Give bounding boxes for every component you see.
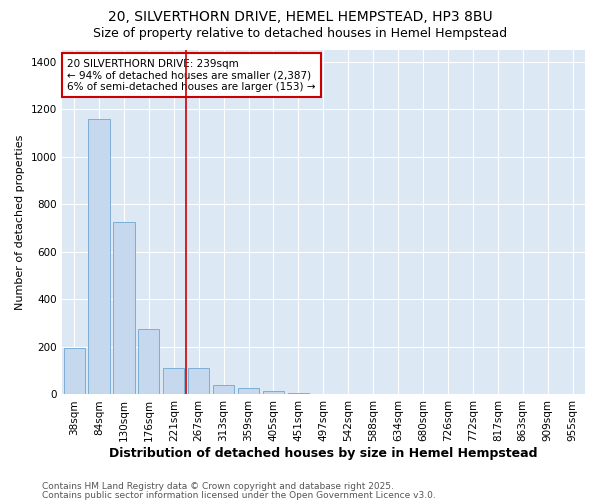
- Bar: [288, 392, 309, 394]
- Bar: [64, 348, 85, 395]
- Text: Contains public sector information licensed under the Open Government Licence v3: Contains public sector information licen…: [42, 490, 436, 500]
- Text: 20, SILVERTHORN DRIVE, HEMEL HEMPSTEAD, HP3 8BU: 20, SILVERTHORN DRIVE, HEMEL HEMPSTEAD, …: [107, 10, 493, 24]
- Bar: [263, 391, 284, 394]
- Text: 20 SILVERTHORN DRIVE: 239sqm
← 94% of detached houses are smaller (2,387)
6% of : 20 SILVERTHORN DRIVE: 239sqm ← 94% of de…: [67, 58, 316, 92]
- Text: Size of property relative to detached houses in Hemel Hempstead: Size of property relative to detached ho…: [93, 28, 507, 40]
- X-axis label: Distribution of detached houses by size in Hemel Hempstead: Distribution of detached houses by size …: [109, 447, 538, 460]
- Y-axis label: Number of detached properties: Number of detached properties: [15, 134, 25, 310]
- Bar: [188, 368, 209, 394]
- Bar: [213, 385, 234, 394]
- Bar: [163, 368, 184, 394]
- Text: Contains HM Land Registry data © Crown copyright and database right 2025.: Contains HM Land Registry data © Crown c…: [42, 482, 394, 491]
- Bar: [138, 329, 160, 394]
- Bar: [88, 119, 110, 394]
- Bar: [113, 222, 134, 394]
- Bar: [238, 388, 259, 394]
